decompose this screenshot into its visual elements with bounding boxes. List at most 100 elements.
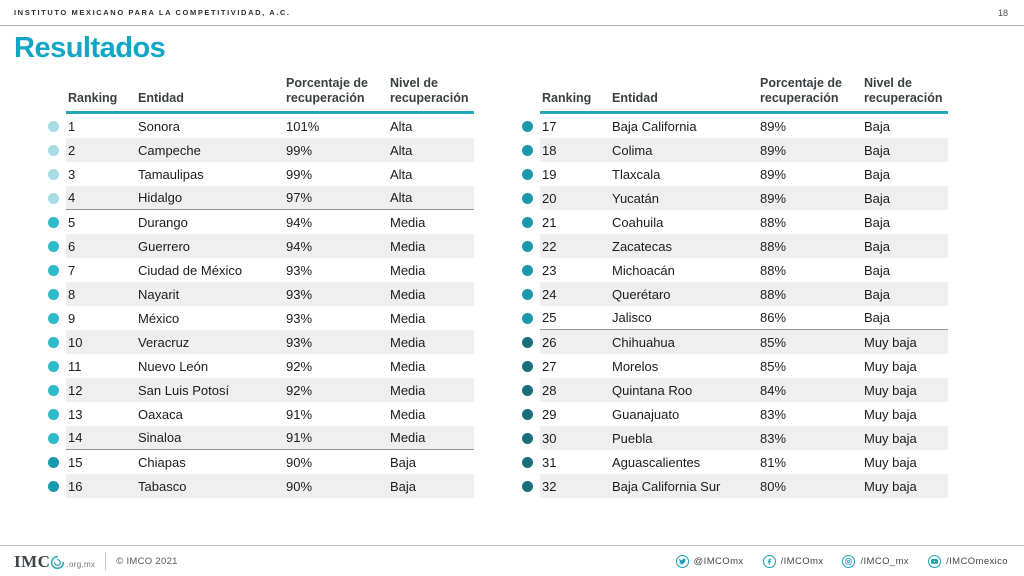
ranking-cell: 15 [68,454,83,470]
table-row: 3 Tamaulipas 99% Alta [40,162,474,186]
porcentaje-cell: 86% [760,310,787,326]
ranking-cell: 6 [68,238,76,254]
recovery-level-dot [40,378,66,402]
ranking-cell: 17 [542,118,557,134]
porcentaje-cell: 90% [286,454,313,470]
recovery-level-dot [514,402,540,426]
ranking-cell: 28 [542,382,557,398]
entidad-cell: Jalisco [612,310,652,326]
ranking-cell: 32 [542,478,557,494]
social-link-twitter[interactable]: @IMCOmx [675,554,744,568]
nivel-cell: Muy baja [864,406,917,422]
entidad-cell: Veracruz [138,334,190,350]
social-link-facebook[interactable]: /IMCOmx [762,554,824,568]
nivel-cell: Baja [864,166,891,182]
porcentaje-cell: 89% [760,142,787,158]
footer: IMC .org.mx © IMCO 2021 @IMCOmx/IMCOmx/I… [0,545,1024,576]
entidad-cell: Guanajuato [612,406,680,422]
page-number: 18 [997,7,1008,18]
ranking-cell: 23 [542,262,557,278]
ranking-cell: 7 [68,262,76,278]
ranking-cell: 26 [542,334,557,350]
table-row: 19 Tlaxcala 89% Baja [514,162,948,186]
entidad-cell: México [138,310,180,326]
recovery-level-dot [514,378,540,402]
ranking-cell: 16 [68,478,83,494]
column-header-ranking: Ranking [542,91,592,106]
table-row: 31 Aguascalientes 81% Muy baja [514,450,948,474]
social-handle: /IMCOmexico [946,555,1008,567]
nivel-cell: Media [390,214,426,230]
nivel-cell: Baja [864,310,891,326]
porcentaje-cell: 88% [760,262,787,278]
recovery-level-dot [514,354,540,378]
porcentaje-cell: 92% [286,382,313,398]
footer-divider [105,552,107,570]
porcentaje-cell: 85% [760,334,787,350]
recovery-level-dot [40,402,66,426]
imco-swirl-icon [51,555,65,569]
recovery-level-dot [514,138,540,162]
entidad-cell: Tabasco [138,478,187,494]
porcentaje-cell: 91% [286,430,313,446]
nivel-cell: Baja [864,118,891,134]
table-row: 20 Yucatán 89% Baja [514,186,948,211]
ranking-cell: 30 [542,430,557,446]
entidad-cell: Oaxaca [138,406,183,422]
ranking-cell: 9 [68,310,76,326]
recovery-level-dot [40,114,66,138]
ranking-cell: 25 [542,310,557,326]
recovery-level-dot [514,474,540,498]
column-header-entidad: Entidad [612,91,658,106]
social-handle: /IMCOmx [780,555,824,567]
ranking-cell: 18 [542,142,557,158]
nivel-cell: Baja [864,214,891,230]
nivel-cell: Baja [390,454,417,470]
ranking-cell: 4 [68,190,76,206]
nivel-cell: Media [390,262,426,278]
recovery-level-dot [40,258,66,282]
table-row: 12 San Luis Potosí 92% Media [40,378,474,403]
porcentaje-cell: 88% [760,238,787,254]
ranking-cell: 3 [68,166,76,182]
entidad-cell: Tlaxcala [612,166,661,182]
table-row: 11 Nuevo León 92% Media [40,354,474,378]
instagram-icon [842,554,856,568]
imco-logo-text: IMC [14,551,51,571]
entidad-cell: Ciudad de México [138,262,243,278]
nivel-cell: Alta [390,142,413,158]
porcentaje-cell: 93% [286,262,313,278]
entidad-cell: Baja California [612,118,697,134]
nivel-cell: Media [390,286,426,302]
table-row: 18 Colima 89% Baja [514,138,948,163]
recovery-level-dot [514,234,540,258]
porcentaje-cell: 93% [286,286,313,302]
table-row: 21 Coahuila 88% Baja [514,210,948,234]
entidad-cell: Morelos [612,358,659,374]
table-body: 17 Baja California 89% Baja 18 Colima 89% Baja 1… [514,114,948,499]
column-header-ranking: Ranking [68,91,118,106]
recovery-level-dot [40,426,66,450]
table-body: 1 Sonora 101% Alta 2 Campeche 99% Alta 3 Tamaulip… [40,114,474,499]
table-row: 16 Tabasco 90% Baja [40,474,474,499]
recovery-level-dot [40,234,66,258]
recovery-level-dot [40,138,66,162]
nivel-cell: Baja [864,262,891,278]
social-link-youtube[interactable]: /IMCOmexico [928,554,1008,568]
nivel-cell: Muy baja [864,382,917,398]
column-header-nivel: Nivel de recuperación [390,76,469,106]
porcentaje-cell: 93% [286,310,313,326]
recovery-level-dot [40,354,66,378]
nivel-cell: Baja [864,238,891,254]
entidad-cell: Nuevo León [138,358,209,374]
nivel-cell: Media [390,382,426,398]
recovery-level-dot [514,258,540,282]
porcentaje-cell: 89% [760,190,787,206]
entidad-cell: Chiapas [138,454,186,470]
table-row: 5 Durango 94% Media [40,210,474,234]
table-row: 10 Veracruz 93% Media [40,330,474,355]
ranking-cell: 27 [542,358,557,374]
entidad-cell: Coahuila [612,214,664,230]
porcentaje-cell: 90% [286,478,313,494]
social-link-instagram[interactable]: /IMCO_mx [842,554,909,568]
